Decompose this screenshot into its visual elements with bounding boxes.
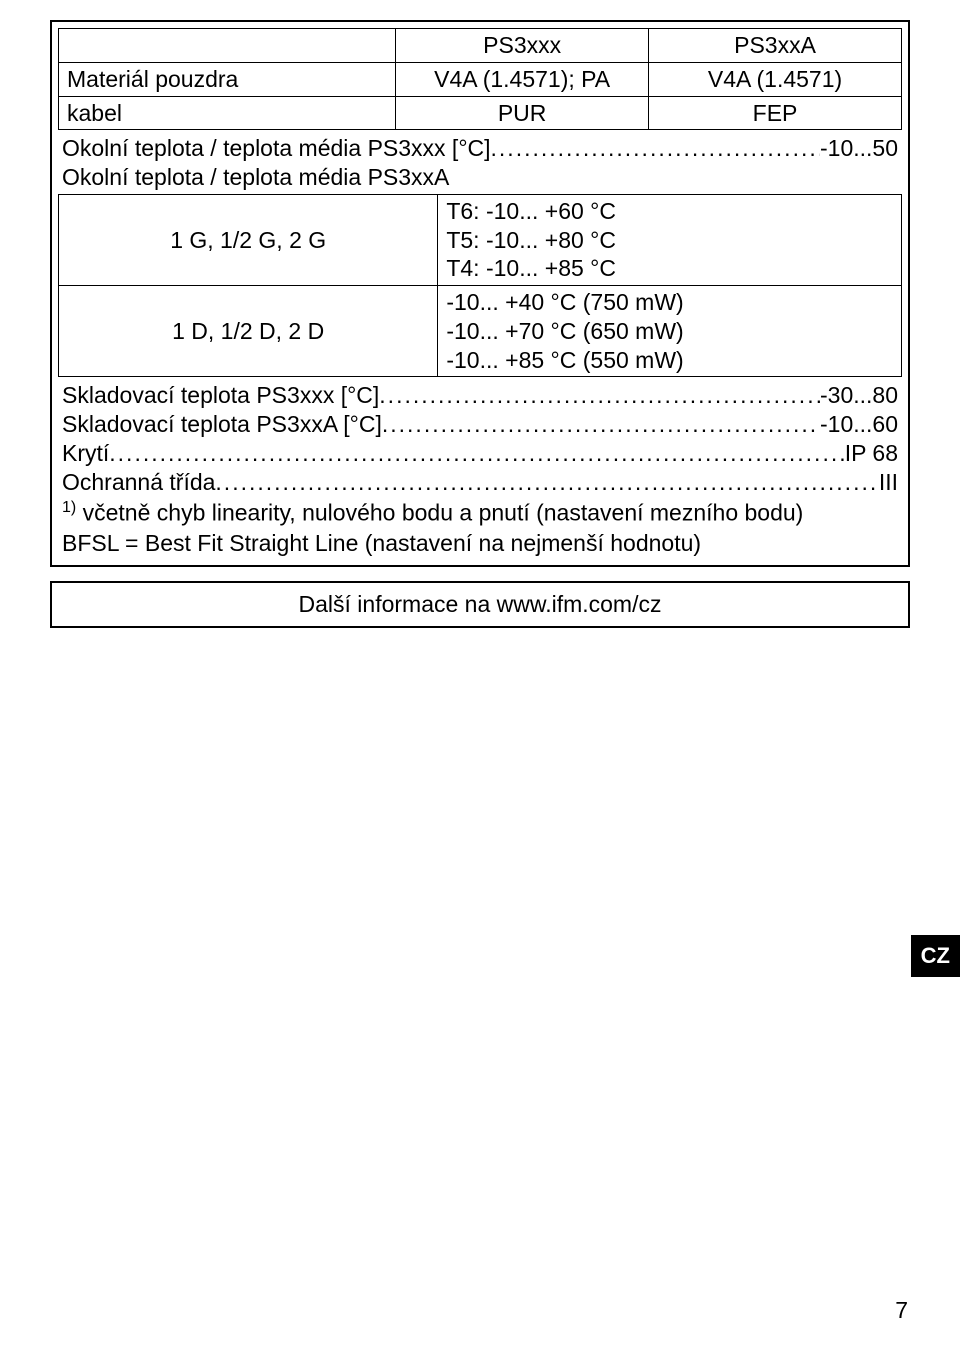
temp-line: T5: -10... +80 °C [446,226,893,255]
info-box: Další informace na www.ifm.com/cz [50,581,910,628]
dot-leader: ........................................… [109,439,844,468]
line-label: Krytí [62,439,109,468]
line-value: -10...50 [820,134,898,163]
footnote: 1) včetně chyb linearity, nulového bodu … [58,496,902,558]
cell-g-label: 1 G, 1/2 G, 2 G [59,194,438,285]
table-row: 1 G, 1/2 G, 2 G T6: -10... +60 °C T5: -1… [59,194,902,285]
temp-line: T6: -10... +60 °C [446,197,893,226]
table-temps: 1 G, 1/2 G, 2 G T6: -10... +60 °C T5: -1… [58,194,902,378]
line-ochranna: Ochranná třída .........................… [58,468,902,497]
dot-leader: ........................................… [382,410,820,439]
temp-line: T4: -10... +85 °C [446,254,893,283]
line-value: -10...60 [820,410,898,439]
line-okolni-xxx: Okolní teplota / teplota média PS3xxx [°… [58,134,902,163]
cell-d-label: 1 D, 1/2 D, 2 D [59,286,438,377]
info-text: Další informace na www.ifm.com/cz [299,591,662,617]
cell-material-label: Materiál pouzdra [59,62,396,96]
footnote-text-2: BFSL = Best Fit Straight Line (nastavení… [62,530,701,556]
cell-empty [59,29,396,63]
dot-leader: ........................................… [215,468,878,497]
temp-line: -10... +70 °C (650 mW) [446,317,893,346]
cell-g-values: T6: -10... +60 °C T5: -10... +80 °C T4: … [438,194,902,285]
footnote-text-1: včetně chyb linearity, nulového bodu a p… [76,500,803,526]
line-sklad-xxx: Skladovací teplota PS3xxx [°C] .........… [58,381,902,410]
cell-material-xxa: V4A (1.4571) [649,62,902,96]
line-label: Skladovací teplota PS3xxA [°C] [62,410,382,439]
cell-header-ps3xxa: PS3xxA [649,29,902,63]
table-row: Materiál pouzdra V4A (1.4571); PA V4A (1… [59,62,902,96]
dot-leader: ........................................… [379,381,820,410]
cell-cable-label: kabel [59,96,396,130]
dot-leader: ........................................… [491,134,820,163]
cell-d-values: -10... +40 °C (750 mW) -10... +70 °C (65… [438,286,902,377]
line-value: -30...80 [820,381,898,410]
line-okolni-xxa: Okolní teplota / teplota média PS3xxA [58,163,902,194]
footnote-sup: 1) [62,499,76,516]
table-row: PS3xxx PS3xxA [59,29,902,63]
table-materials: PS3xxx PS3xxA Materiál pouzdra V4A (1.45… [58,28,902,130]
temp-line: -10... +40 °C (750 mW) [446,288,893,317]
line-sklad-xxa: Skladovací teplota PS3xxA [°C] .........… [58,410,902,439]
line-value: III [879,468,898,497]
line-label: Ochranná třída [62,468,215,497]
language-tab-cz: CZ [911,935,960,977]
line-kryti: Krytí ..................................… [58,439,902,468]
line-label: Skladovací teplota PS3xxx [°C] [62,381,379,410]
line-label: Okolní teplota / teplota média PS3xxA [62,163,449,192]
spec-box: PS3xxx PS3xxA Materiál pouzdra V4A (1.45… [50,20,910,567]
cell-header-ps3xxx: PS3xxx [396,29,649,63]
table-row: kabel PUR FEP [59,96,902,130]
cell-cable-xxx: PUR [396,96,649,130]
line-label: Okolní teplota / teplota média PS3xxx [°… [62,134,491,163]
table-row: 1 D, 1/2 D, 2 D -10... +40 °C (750 mW) -… [59,286,902,377]
page-number: 7 [895,1297,908,1324]
temp-line: -10... +85 °C (550 mW) [446,346,893,375]
line-value: IP 68 [845,439,898,468]
cell-material-xxx: V4A (1.4571); PA [396,62,649,96]
cell-cable-xxa: FEP [649,96,902,130]
